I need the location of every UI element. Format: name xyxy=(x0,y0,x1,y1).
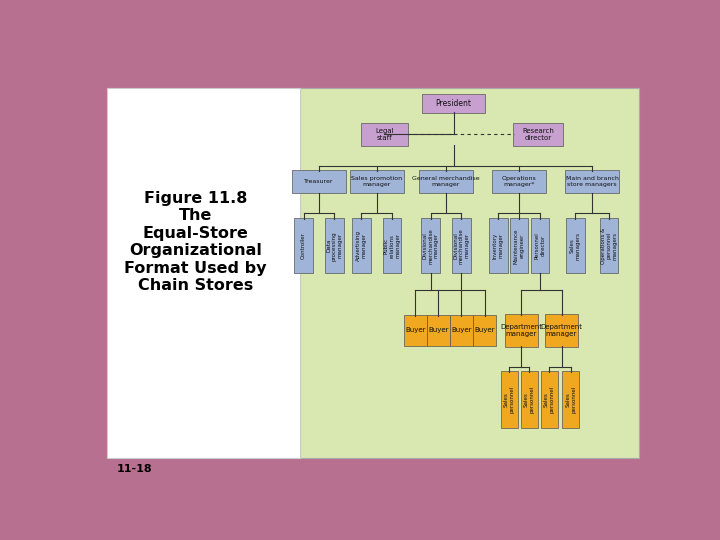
Text: Sales
personnel: Sales personnel xyxy=(504,386,515,414)
Bar xyxy=(300,88,639,457)
Text: Inventory
manager: Inventory manager xyxy=(493,233,504,259)
Text: Advertising
manager: Advertising manager xyxy=(356,230,366,261)
FancyBboxPatch shape xyxy=(565,170,619,193)
Text: Sales
personnel: Sales personnel xyxy=(565,386,576,414)
Text: Divisional
merchandise
manager: Divisional merchandise manager xyxy=(423,228,439,264)
Text: President: President xyxy=(436,99,472,108)
FancyBboxPatch shape xyxy=(427,315,450,346)
FancyBboxPatch shape xyxy=(361,123,408,146)
FancyBboxPatch shape xyxy=(492,170,546,193)
Text: Treasurer: Treasurer xyxy=(304,179,333,184)
FancyBboxPatch shape xyxy=(500,372,518,428)
FancyBboxPatch shape xyxy=(562,372,579,428)
FancyBboxPatch shape xyxy=(422,94,485,112)
Text: Buyer: Buyer xyxy=(451,327,472,333)
FancyBboxPatch shape xyxy=(404,315,427,346)
FancyBboxPatch shape xyxy=(566,218,585,273)
FancyBboxPatch shape xyxy=(513,123,564,146)
Text: Main and branch
store managers: Main and branch store managers xyxy=(566,177,618,187)
Text: Legal
staff: Legal staff xyxy=(375,127,394,140)
FancyBboxPatch shape xyxy=(421,218,440,273)
FancyBboxPatch shape xyxy=(350,170,404,193)
FancyBboxPatch shape xyxy=(292,170,346,193)
Text: Personnel
director: Personnel director xyxy=(534,232,545,259)
Text: 11-18: 11-18 xyxy=(117,464,152,474)
Text: Research
director: Research director xyxy=(523,127,554,140)
Text: Public
relations
manager: Public relations manager xyxy=(384,233,400,258)
FancyBboxPatch shape xyxy=(325,218,343,273)
Text: Department
manager: Department manager xyxy=(541,324,582,337)
FancyBboxPatch shape xyxy=(383,218,401,273)
Text: Sales
personnel: Sales personnel xyxy=(523,386,534,414)
FancyBboxPatch shape xyxy=(531,218,549,273)
Text: Operations &
personnel
managers: Operations & personnel managers xyxy=(601,227,618,264)
FancyBboxPatch shape xyxy=(600,218,618,273)
Text: Sales promotion
manager: Sales promotion manager xyxy=(351,177,402,187)
Text: Buyer: Buyer xyxy=(474,327,495,333)
Text: Operations
manager*: Operations manager* xyxy=(502,177,536,187)
FancyBboxPatch shape xyxy=(489,218,508,273)
FancyBboxPatch shape xyxy=(505,314,539,347)
FancyBboxPatch shape xyxy=(544,314,578,347)
FancyBboxPatch shape xyxy=(452,218,471,273)
Text: Figure 11.8
The
Equal-Store
Organizational
Format Used by
Chain Stores: Figure 11.8 The Equal-Store Organization… xyxy=(125,191,267,293)
FancyBboxPatch shape xyxy=(473,315,496,346)
FancyBboxPatch shape xyxy=(510,218,528,273)
Text: Maintenance
engineer: Maintenance engineer xyxy=(514,228,525,264)
Text: Divisional
merchandise
manager: Divisional merchandise manager xyxy=(453,228,469,264)
FancyBboxPatch shape xyxy=(521,372,538,428)
FancyBboxPatch shape xyxy=(352,218,371,273)
Text: Buyer: Buyer xyxy=(428,327,449,333)
Text: Department
manager: Department manager xyxy=(500,324,542,337)
Text: Controller: Controller xyxy=(301,232,306,259)
Bar xyxy=(107,88,300,457)
Text: Sales
managers: Sales managers xyxy=(570,232,581,260)
FancyBboxPatch shape xyxy=(450,315,473,346)
FancyBboxPatch shape xyxy=(541,372,558,428)
Text: Data
processing
manager: Data processing manager xyxy=(326,231,343,261)
Text: Sales
personnel: Sales personnel xyxy=(544,386,554,414)
FancyBboxPatch shape xyxy=(419,170,473,193)
FancyBboxPatch shape xyxy=(294,218,312,273)
Text: General merchandise
manager: General merchandise manager xyxy=(412,177,480,187)
Text: Buyer: Buyer xyxy=(405,327,426,333)
